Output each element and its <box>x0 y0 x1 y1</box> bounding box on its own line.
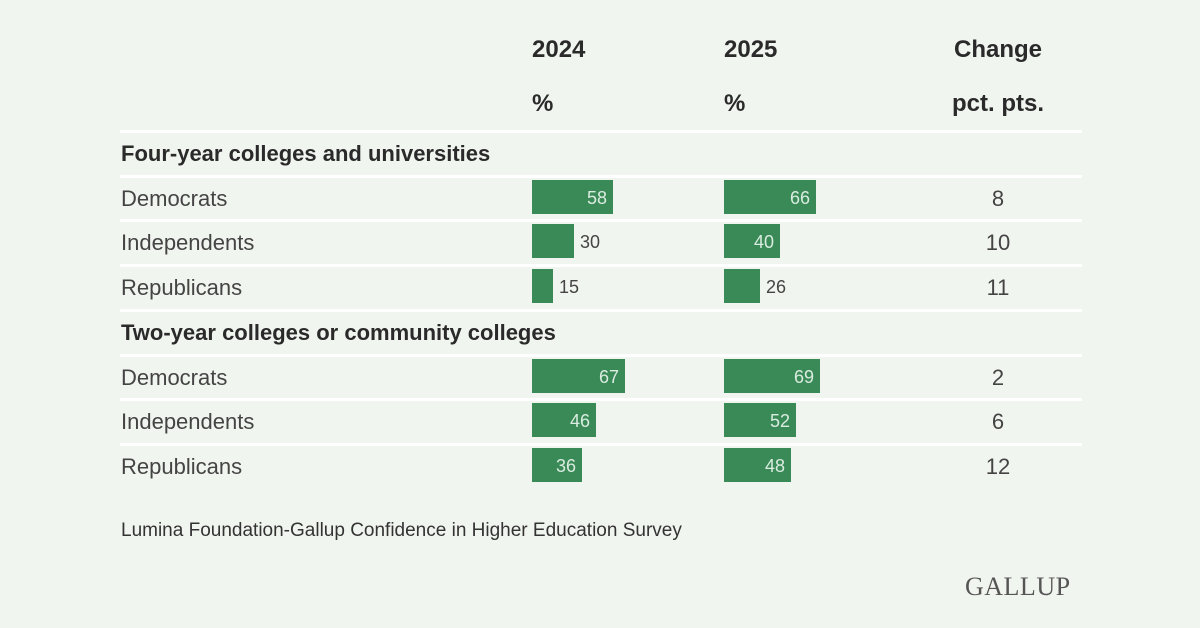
bar-label-2025: 48 <box>764 455 785 476</box>
group-title: Two-year colleges or community colleges <box>121 320 556 345</box>
change-value: 11 <box>986 274 1010 300</box>
bar-2024 <box>532 179 613 214</box>
bar-label-2024: 15 <box>559 276 580 297</box>
row-label: Independents <box>121 230 255 256</box>
bar-2025 <box>724 179 816 214</box>
header-change-unit: pct. pts. <box>951 90 1044 117</box>
bar-2025 <box>724 358 820 393</box>
bar-label-2024: 36 <box>555 455 576 476</box>
source-note: Lumina Foundation-Gallup Confidence in H… <box>121 520 682 541</box>
row-label: Independents <box>121 409 255 435</box>
row-label: Democrats <box>121 364 228 390</box>
bar-label-2024: 46 <box>569 411 590 432</box>
header-2024: 2024 <box>532 36 586 63</box>
group-divider <box>120 309 1082 312</box>
bar-2024 <box>532 403 596 438</box>
header-2025-unit: % <box>724 90 746 117</box>
change-value: 6 <box>991 409 1005 435</box>
row-divider <box>120 353 1082 357</box>
group-divider <box>120 130 1082 133</box>
bar-label-2025: 66 <box>789 187 810 208</box>
bar-2024 <box>532 268 553 303</box>
gallup-logo: GALLUP <box>965 572 1071 601</box>
bar-2024 <box>532 447 582 482</box>
bar-2025 <box>724 403 796 438</box>
row-divider <box>120 263 1082 267</box>
row-divider <box>120 219 1082 223</box>
change-value: 8 <box>991 185 1005 211</box>
change-value: 2 <box>991 364 1005 390</box>
bar-2025 <box>724 268 760 303</box>
bar-2024 <box>532 224 574 259</box>
row-label: Republicans <box>121 274 243 300</box>
bar-label-2024: 30 <box>580 232 601 253</box>
bar-2025 <box>724 224 780 259</box>
row-label: Republicans <box>121 453 243 479</box>
group-title: Four-year colleges and universities <box>121 141 491 166</box>
header-2025: 2025 <box>724 36 778 63</box>
bar-label-2025: 26 <box>766 276 787 297</box>
row-divider <box>120 398 1082 402</box>
change-value: 12 <box>985 453 1011 479</box>
row-label: Democrats <box>121 185 228 211</box>
bar-label-2024: 58 <box>586 187 607 208</box>
bar-2024 <box>532 358 625 393</box>
change-value: 10 <box>985 230 1011 256</box>
bar-label-2024: 67 <box>598 366 619 387</box>
bar-2025 <box>724 447 791 482</box>
header-change: Change <box>953 36 1042 63</box>
bar-label-2025: 52 <box>769 411 790 432</box>
row-divider <box>120 174 1082 178</box>
header-2024-unit: % <box>532 90 554 117</box>
bar-label-2025: 69 <box>793 366 814 387</box>
row-divider <box>120 442 1082 446</box>
bar-label-2025: 40 <box>753 232 774 253</box>
